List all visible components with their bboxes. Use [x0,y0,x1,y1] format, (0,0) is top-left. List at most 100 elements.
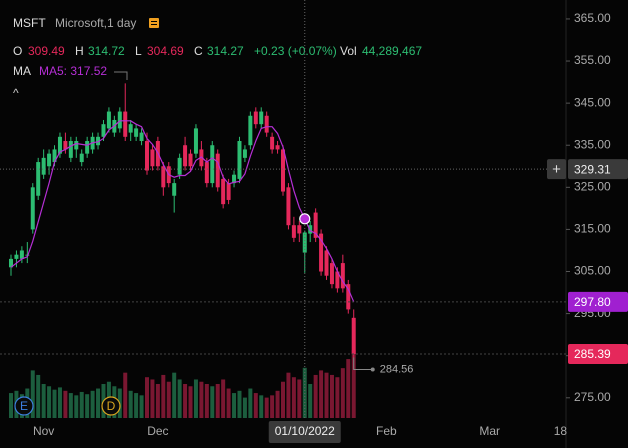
volume-bar [335,377,340,418]
x-tick-label: Dec [147,424,168,438]
candle-body [68,141,73,158]
volume-bar [346,359,351,418]
ohlc-value: 309.49 [28,44,65,58]
volume-bar [63,390,68,418]
volume-value: 44,289,467 [362,44,422,58]
y-tick-label: 325.00 [574,179,611,193]
info-icon[interactable] [149,18,159,28]
candle-body [47,153,52,167]
volume-bar [340,368,345,418]
volume-bar [291,377,296,418]
candle-body [145,141,149,171]
volume-bar [264,397,269,418]
price-tag-label: 297.80 [574,295,611,309]
volume-bar [155,384,160,418]
volume-bar [329,374,334,418]
ma-key: MA [13,64,31,78]
volume-bar [96,388,101,418]
y-tick-label: 335.00 [574,137,611,151]
volume-bar [74,395,79,418]
candle-body [193,128,198,154]
event-marker[interactable] [14,396,34,416]
candle-body [221,178,226,205]
candle-body [351,317,356,355]
volume-bar [90,390,95,418]
volume-bar [41,384,46,418]
volume-bar [319,370,324,418]
candle-body [79,153,84,163]
candle-body [286,187,291,226]
ma-point [299,213,311,225]
candle-body [291,225,296,238]
candle-body [63,141,68,150]
candle-body [242,149,247,158]
candle-body [183,145,188,167]
volume-bar [275,390,280,418]
candle-body [30,187,35,230]
price-tag [568,344,628,365]
candle-body [161,166,166,188]
add-button-box[interactable] [547,159,566,180]
x-tick-label: Mar [479,424,500,438]
low-leader [353,357,373,371]
volume-bar [297,379,302,418]
volume-bar [139,395,144,418]
candle-body [57,136,62,154]
volume-bar [226,388,231,418]
candle-body [210,145,215,184]
ohlc-value: 304.69 [147,44,184,58]
change: +0.23 (+0.07%) [254,44,337,58]
volume-bar [215,384,220,418]
volume-bar [177,379,182,418]
volume-bar [324,372,329,418]
volume-bar [199,381,204,418]
volume-bar [47,386,52,418]
volume-bar [221,379,226,418]
candle-body [128,124,133,133]
y-tick-label: 365.00 [574,11,611,25]
candle-body [96,136,101,146]
volume-bar [193,379,198,418]
candle-body [52,149,57,163]
ohlc-value: 314.27 [207,44,244,58]
volume-bar [302,367,307,418]
candle-body [36,162,41,196]
y-tick-label: 275.00 [574,390,611,404]
x-tick-label: 18 [554,424,568,438]
volume-bar [68,393,73,418]
candle-body [248,115,253,146]
volume-bar [9,393,13,418]
crosshair-date: 01/10/2022 [275,424,335,438]
candle-body [319,233,324,272]
candle-body [297,225,302,234]
candle-body [346,284,351,310]
ma-line [10,120,355,303]
event-marker[interactable] [101,396,121,416]
y-tick-label: 315.00 [574,222,611,236]
candle-body [324,250,329,276]
candle-body [123,111,128,137]
price-tag [568,291,628,312]
volume-bar [313,374,318,418]
volume-bar [30,370,35,418]
event-label: D [107,399,116,413]
candle-body [85,141,90,154]
price-tag-label: 285.39 [574,347,611,361]
collapse-button[interactable]: ^ [13,86,19,100]
candle-body [253,111,258,125]
candle-body [177,157,182,175]
event-label: E [20,399,28,413]
volume-bar [183,384,188,418]
volume-bar [232,393,237,418]
crosshair-date-box [268,421,341,443]
volume-bar [57,387,62,418]
candle-body [106,111,111,129]
ohlc-key: H [75,44,84,58]
candle-body [101,124,106,137]
add-button[interactable]: + [552,161,561,178]
volume-key: Vol [340,44,357,58]
candle-body [313,212,318,238]
candle-body [270,136,275,150]
volume-bar [161,374,166,418]
